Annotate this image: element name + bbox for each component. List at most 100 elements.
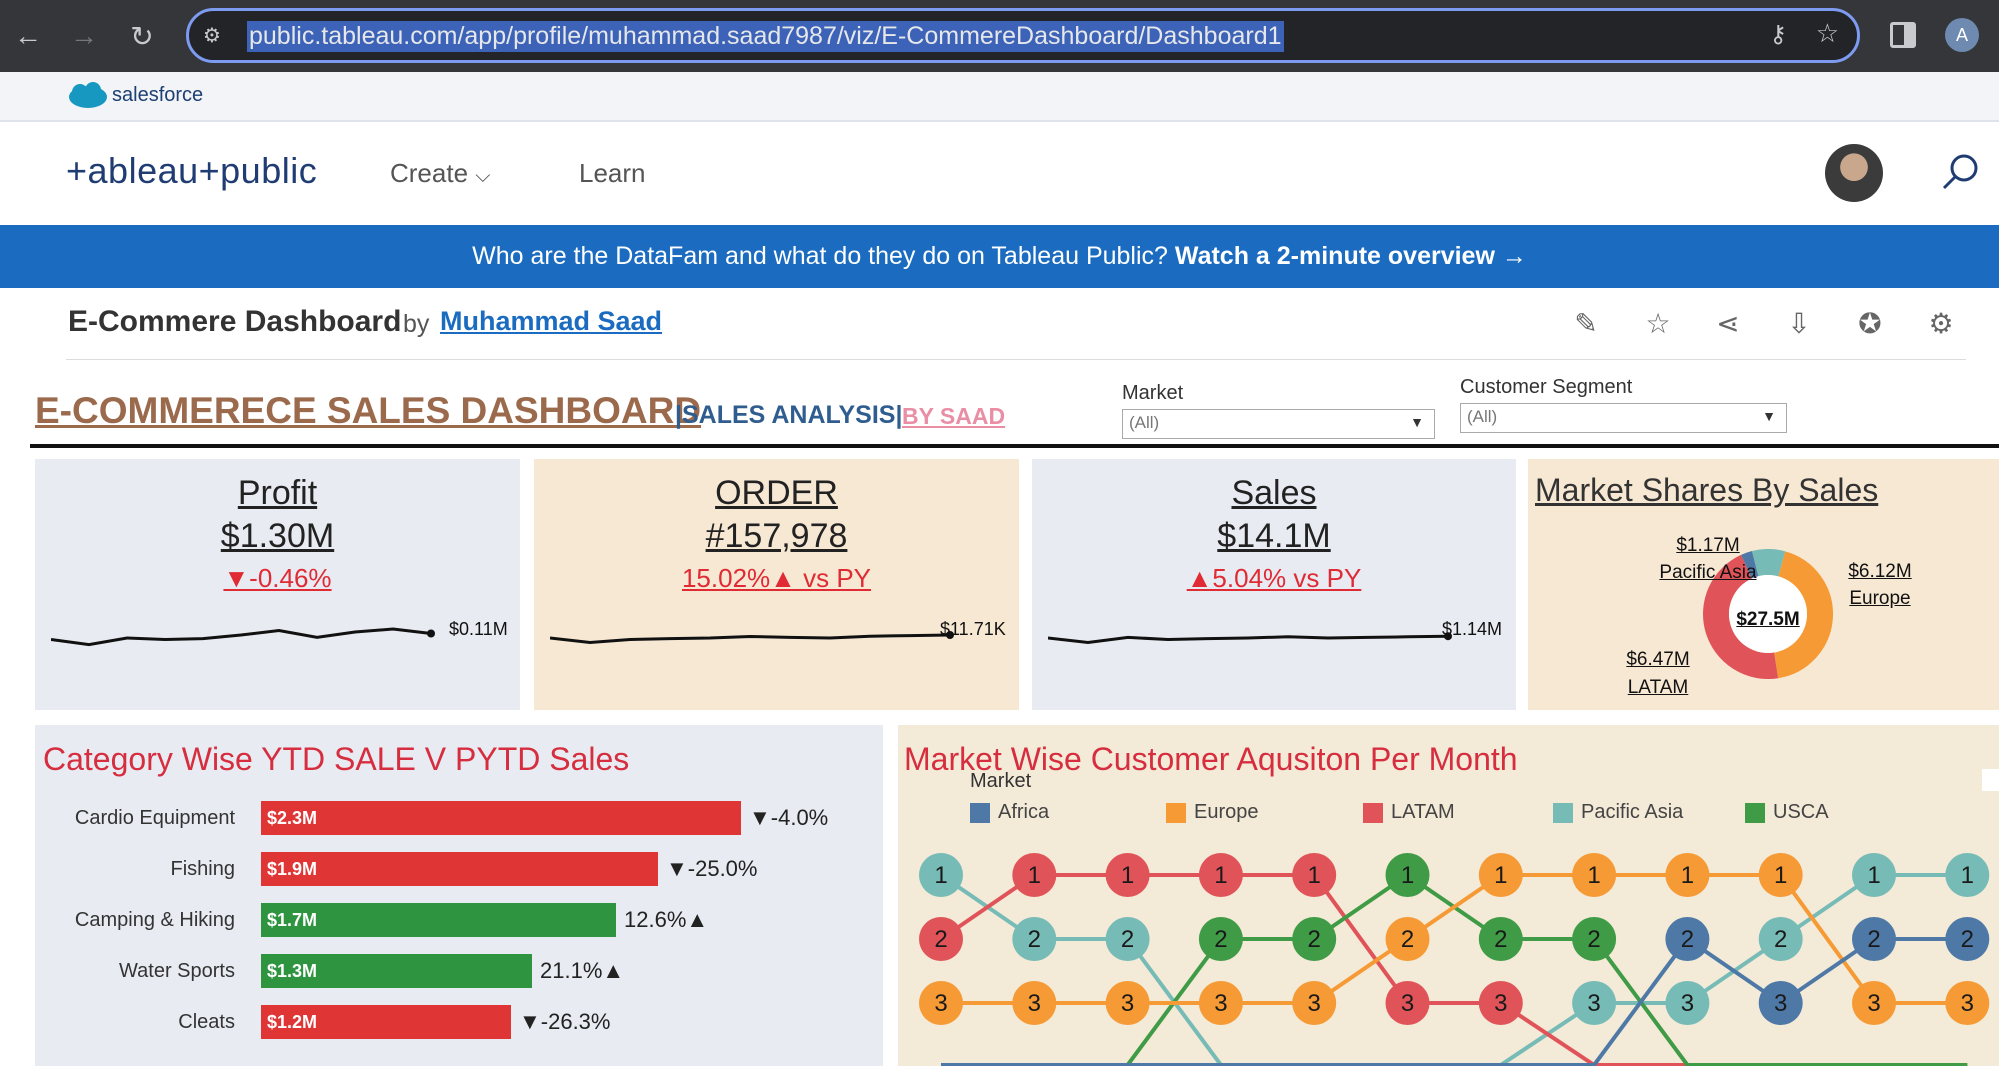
bar-value: $1.3M — [267, 961, 318, 981]
key-icon[interactable]: ⚷ — [1769, 21, 1787, 48]
svg-text:1: 1 — [1401, 862, 1414, 889]
profile-avatar[interactable]: A — [1945, 18, 1979, 52]
svg-text:1: 1 — [1028, 862, 1041, 889]
rank-marker[interactable]: 3 — [1385, 981, 1430, 1025]
settings-icon[interactable]: ⚙ — [1928, 307, 1954, 339]
rank-marker[interactable]: 3 — [1945, 981, 1990, 1025]
rank-marker[interactable]: 1 — [1385, 853, 1430, 897]
rank-marker[interactable]: 3 — [1292, 981, 1337, 1025]
download-icon[interactable]: ⇩ — [1787, 307, 1811, 339]
rank-marker[interactable]: 1 — [1758, 853, 1803, 897]
category-bar[interactable]: $1.2M — [261, 1005, 511, 1039]
rank-marker[interactable]: 3 — [1852, 981, 1896, 1025]
legend-swatch — [970, 802, 990, 823]
rank-marker[interactable]: 3 — [1105, 981, 1150, 1025]
category-bar[interactable]: $1.3M — [261, 954, 532, 988]
rank-marker[interactable]: 2 — [919, 917, 963, 961]
market-filter[interactable]: (All) ▼ — [1122, 409, 1435, 439]
category-bar[interactable]: $1.7M — [261, 903, 616, 937]
url-text[interactable]: public.tableau.com/app/profile/muhammad.… — [247, 21, 1284, 52]
donut-slice[interactable] — [1741, 551, 1759, 579]
rank-marker[interactable]: 2 — [1945, 917, 1990, 961]
rank-marker[interactable]: 1 — [1945, 853, 1990, 897]
svg-text:3: 3 — [1774, 990, 1787, 1017]
kpi-title: Profit — [237, 474, 318, 512]
legend-item[interactable]: Europe — [1166, 801, 1259, 824]
rank-marker[interactable]: 2 — [1665, 917, 1710, 961]
nav-create[interactable]: Create ⌵ — [390, 158, 490, 189]
rank-marker[interactable]: 1 — [1198, 853, 1243, 897]
donut-slice[interactable] — [1773, 551, 1833, 679]
rank-marker[interactable]: 1 — [1572, 853, 1617, 897]
edit-icon[interactable]: ✎ — [1574, 307, 1598, 339]
svg-text:2: 2 — [1961, 926, 1974, 953]
kpi-delta: 15.02%▲ vs PY — [681, 563, 872, 593]
rank-marker[interactable]: 3 — [1198, 981, 1243, 1025]
rank-marker[interactable]: 2 — [1478, 917, 1523, 961]
viz-author-link[interactable]: Muhammad Saad — [440, 306, 663, 336]
legend-item[interactable]: LATAM — [1363, 801, 1455, 824]
category-label: Cleats — [178, 1011, 235, 1033]
reload-icon[interactable]: ↻ — [130, 20, 154, 52]
share-icon[interactable]: ⋖ — [1716, 307, 1740, 339]
legend-item[interactable]: Pacific Asia — [1553, 801, 1683, 824]
rank-marker[interactable]: 3 — [1665, 981, 1710, 1025]
tableau-public-logo[interactable]: +ableau+public — [66, 150, 318, 191]
sparkline-path — [51, 627, 432, 647]
rank-marker[interactable]: 3 — [1758, 981, 1803, 1025]
user-avatar[interactable] — [1825, 144, 1883, 202]
rank-marker[interactable]: 2 — [1105, 917, 1150, 961]
rank-marker[interactable]: 2 — [1758, 917, 1803, 961]
forward-icon[interactable]: → — [70, 20, 98, 51]
banner-link[interactable]: Watch a 2-minute overview → — [1174, 242, 1527, 270]
rank-marker[interactable]: 1 — [1665, 853, 1710, 897]
rank-marker[interactable]: 3 — [1572, 981, 1617, 1025]
rank-marker[interactable]: 1 — [919, 853, 963, 897]
rank-marker[interactable]: 1 — [1292, 853, 1337, 897]
legend-item[interactable]: Africa — [970, 801, 1049, 824]
nav-learn[interactable]: Learn — [579, 158, 646, 188]
segment-filter[interactable]: (All) ▼ — [1460, 403, 1787, 433]
scroll-handle[interactable] — [1982, 769, 1999, 791]
category-label: Water Sports — [119, 960, 235, 982]
bump-chart[interactable]: 1 1 1 1 1 1 1 1 1 1 1 1 2 2 2 2 2 2 2 2 2 2 2 2 3 3 3 3 3 3 3 3 3 3 3 3 — [898, 835, 1999, 1066]
donut-slice[interactable] — [1703, 554, 1779, 679]
svg-text:3: 3 — [1961, 990, 1974, 1017]
site-settings-icon[interactable]: ⚙ — [203, 25, 221, 47]
nav-create-label: Create — [390, 158, 469, 188]
search-icon[interactable] — [1940, 152, 1980, 192]
rank-marker[interactable]: 1 — [1852, 853, 1896, 897]
divider — [66, 359, 1966, 360]
salesforce-brand[interactable]: salesforce — [112, 84, 204, 106]
dashboard-rule — [30, 444, 1999, 448]
viz-title: E-Commere Dashboard — [68, 305, 402, 338]
badge-icon[interactable]: ✪ — [1858, 307, 1882, 339]
donut-center-total: $27.5M — [1736, 609, 1800, 630]
category-bar[interactable]: $1.9M — [261, 852, 658, 886]
market-donut[interactable] — [1703, 549, 1833, 679]
legend-item[interactable]: USCA — [1745, 801, 1829, 824]
donut-slice[interactable] — [1751, 549, 1786, 577]
rank-marker[interactable]: 3 — [1478, 981, 1523, 1025]
rank-marker[interactable]: 2 — [1292, 917, 1337, 961]
rank-marker[interactable]: 2 — [1572, 917, 1617, 961]
kpi-delta: ▲5.04% vs PY — [1186, 563, 1362, 593]
star-icon[interactable]: ☆ — [1815, 18, 1839, 48]
rank-marker[interactable]: 3 — [1012, 981, 1057, 1025]
sidepanel-icon[interactable] — [1890, 22, 1916, 48]
rank-marker[interactable]: 1 — [1105, 853, 1150, 897]
rank-marker[interactable]: 2 — [1852, 917, 1896, 961]
category-panel: Category Wise YTD SALE V PYTD Sales Card… — [35, 725, 883, 1066]
back-icon[interactable]: ← — [14, 20, 42, 51]
rank-marker[interactable]: 2 — [1385, 917, 1430, 961]
rank-marker[interactable]: 1 — [1012, 853, 1057, 897]
kpi-value: $1.30M — [220, 517, 335, 555]
favorite-icon[interactable]: ☆ — [1645, 307, 1671, 339]
rank-marker[interactable]: 1 — [1478, 853, 1523, 897]
address-bar[interactable]: ⚙ public.tableau.com/app/profile/muhamma… — [186, 8, 1860, 63]
rank-marker[interactable]: 2 — [1012, 917, 1057, 961]
market-customer-panel: Market Wise Customer Aqusiton Per Month … — [898, 725, 1999, 1066]
category-bar[interactable]: $2.3M — [261, 801, 741, 835]
rank-marker[interactable]: 2 — [1198, 917, 1243, 961]
rank-marker[interactable]: 3 — [919, 981, 963, 1025]
